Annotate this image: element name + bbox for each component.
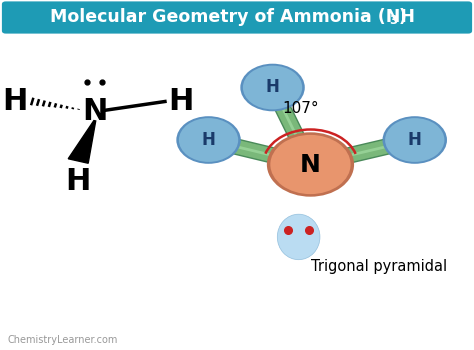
Circle shape [385, 118, 445, 162]
Circle shape [267, 132, 354, 197]
Circle shape [383, 116, 447, 164]
Text: ChemistryLearner.com: ChemistryLearner.com [7, 335, 118, 345]
Circle shape [176, 116, 241, 164]
Text: H: H [408, 131, 422, 149]
Circle shape [179, 118, 238, 162]
Text: N: N [300, 153, 321, 176]
Polygon shape [68, 120, 96, 163]
Text: H: H [201, 131, 216, 149]
Circle shape [240, 64, 305, 111]
Text: ): ) [399, 8, 407, 26]
Text: Trigonal pyramidal: Trigonal pyramidal [311, 259, 447, 273]
Text: H: H [168, 87, 194, 116]
Text: H: H [265, 78, 280, 97]
Text: Molecular Geometry of Ammonia (NH: Molecular Geometry of Ammonia (NH [50, 8, 415, 26]
Text: 3: 3 [390, 14, 398, 27]
Text: 107°: 107° [283, 101, 319, 116]
FancyBboxPatch shape [2, 1, 472, 34]
Text: H: H [2, 87, 28, 116]
Text: H: H [65, 168, 91, 196]
Circle shape [270, 135, 351, 194]
Ellipse shape [277, 214, 320, 260]
Circle shape [243, 65, 302, 110]
Text: N: N [82, 98, 108, 126]
